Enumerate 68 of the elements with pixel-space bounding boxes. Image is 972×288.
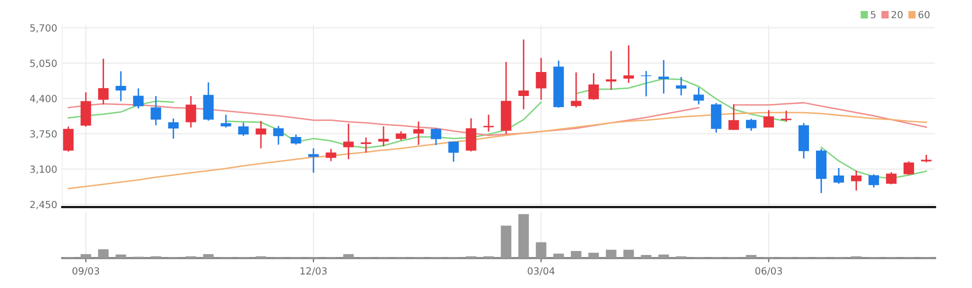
candlestick: [518, 38, 529, 110]
candlestick: [466, 118, 476, 152]
candlestick: [763, 109, 774, 128]
candlestick: [623, 44, 634, 84]
candlestick: [886, 172, 897, 185]
candlestick: [168, 118, 179, 140]
candlestick: [658, 59, 669, 94]
bar: [536, 242, 546, 258]
bar: [98, 249, 109, 258]
candlestick: [150, 95, 162, 126]
bar: [203, 254, 214, 258]
candlestick: [256, 120, 266, 150]
candlestick: [290, 134, 302, 146]
bar: [746, 254, 756, 258]
candlestick: [588, 72, 599, 100]
line-series: [68, 112, 928, 190]
bar: [658, 254, 669, 258]
bar: [570, 251, 582, 258]
candlestick: [133, 88, 144, 110]
candlestick: [693, 86, 704, 106]
bar: [623, 250, 634, 258]
candlestick: [868, 174, 880, 188]
y-tick-label: 3,750: [30, 130, 57, 139]
x-tick-label: 09/03: [72, 267, 100, 276]
candlestick: [220, 114, 232, 128]
bar: [553, 254, 564, 258]
bar: [116, 254, 126, 258]
legend-label: 5: [870, 11, 876, 18]
legend-label: 20: [892, 10, 903, 18]
candlestick: [904, 160, 914, 176]
bar: [518, 214, 529, 258]
bar: [80, 254, 92, 258]
y-tick-label: 5,700: [30, 24, 57, 33]
y-tick-label: 2,450: [30, 200, 57, 210]
x-tick-label: 12/03: [300, 267, 327, 276]
candlestick: [606, 50, 616, 90]
candlestick: [186, 95, 196, 128]
candlestick: [308, 148, 319, 174]
y-tick-label: 4,400: [30, 94, 57, 104]
candlestick: [343, 122, 354, 160]
candlestick: [98, 58, 109, 106]
candlestick: [676, 76, 686, 96]
candlestick: [360, 136, 372, 154]
candlestick: [746, 118, 756, 132]
candlestick: [326, 148, 336, 162]
candlestick: [448, 140, 459, 162]
x-tick-label: 03/04: [528, 267, 555, 276]
y-tick-label: 5,050: [30, 60, 57, 68]
candlestick: [728, 104, 739, 131]
bar: [606, 250, 616, 258]
bar: [343, 254, 354, 258]
candlestick: [536, 57, 546, 100]
candlestick: [238, 122, 249, 137]
candlestick: [834, 167, 844, 184]
bar: [500, 226, 512, 258]
candlestick: [413, 120, 424, 146]
candlestick: [378, 126, 389, 147]
candlestick: [430, 128, 442, 146]
candlestick: [116, 70, 126, 102]
bar: [588, 252, 599, 258]
candlestick: [273, 125, 284, 146]
x-tick-label: 06/03: [755, 267, 782, 276]
candlestick: [851, 170, 862, 192]
y-tick-label: 3,100: [30, 166, 57, 174]
candlestick: [63, 126, 74, 152]
legend-label: 60: [918, 10, 930, 18]
bar: [640, 254, 652, 258]
candlestick: [570, 72, 582, 108]
